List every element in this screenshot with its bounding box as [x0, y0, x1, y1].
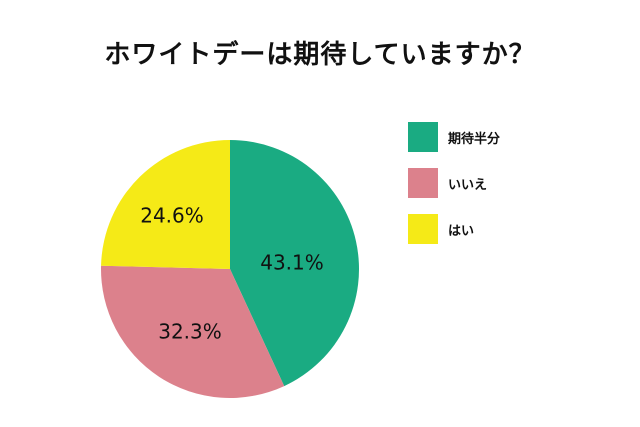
pie-slice — [101, 265, 285, 399]
legend-swatch — [408, 214, 438, 244]
slice-data-label: 43.1% — [260, 251, 324, 275]
legend-label: いいえ — [448, 177, 488, 193]
chart-title: ホワイトデーは期待していますか？ — [104, 40, 536, 70]
legend-swatch — [408, 168, 438, 198]
pie-slice — [101, 140, 230, 269]
slice-data-label: 32.3% — [158, 320, 222, 344]
legend-label: 期待半分 — [448, 131, 501, 147]
legend-item-hai: はい — [408, 214, 500, 244]
legend-item-iie: いいえ — [408, 168, 500, 198]
legend-swatch — [408, 122, 438, 152]
pie-slice — [230, 140, 359, 387]
legend: 期待半分 いいえ はい — [408, 122, 500, 260]
slice-data-label: 24.6% — [140, 204, 204, 228]
legend-item-kitai-hanbun: 期待半分 — [408, 122, 500, 152]
legend-label: はい — [448, 223, 475, 239]
